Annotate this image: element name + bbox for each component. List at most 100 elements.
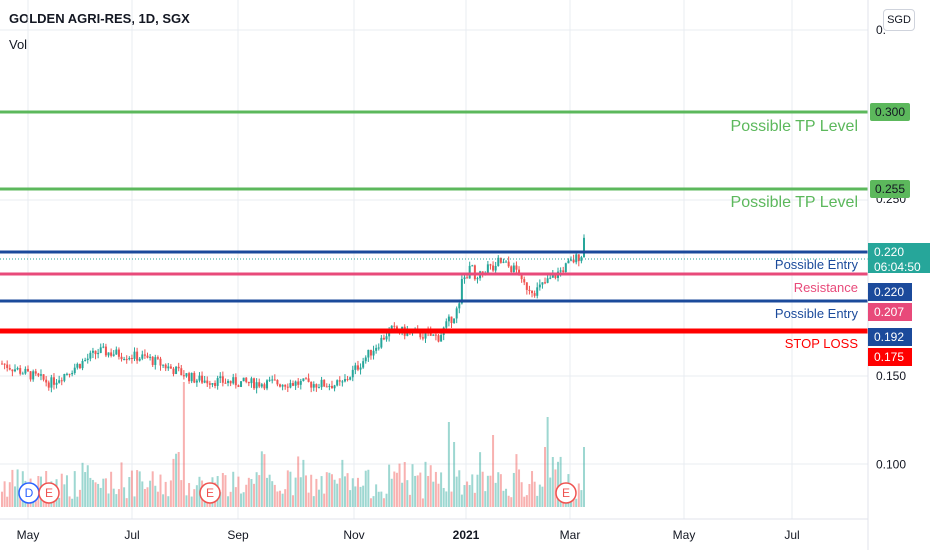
horizontal-levels: Possible TP Level Possible TP Level Possib…: [0, 110, 868, 351]
x-tick-label: Nov: [343, 528, 364, 542]
candle-body: [377, 347, 380, 349]
volume-bar: [336, 483, 339, 507]
candle-body: [343, 379, 346, 382]
candle-body: [24, 368, 27, 374]
volume-bar: [380, 491, 383, 507]
volume-bar: [250, 479, 253, 507]
candle-body: [86, 358, 89, 361]
volume-bar: [377, 491, 380, 507]
candle-body: [6, 364, 9, 368]
volume-bar: [281, 493, 284, 507]
volume-bar: [11, 469, 14, 507]
candle-body: [154, 357, 157, 365]
volume-bar: [76, 496, 79, 507]
chart-title: GOLDEN AGRI-RES, 1D, SGX: [9, 11, 190, 26]
volume-bar: [395, 472, 398, 507]
candle-body: [494, 265, 497, 271]
level-label-resistance: Resistance: [794, 280, 858, 295]
candle-body: [78, 363, 81, 369]
tag-text-tag-0192: 0.192: [874, 330, 904, 344]
candle-body: [385, 336, 388, 340]
candle-body: [97, 352, 100, 355]
volume-bar: [455, 476, 458, 507]
candle-body: [583, 237, 585, 258]
tag-bg-tp-upper: [870, 103, 910, 121]
volume-bar: [219, 492, 222, 507]
candle-body: [372, 350, 375, 356]
candle-body: [310, 381, 313, 388]
volume-bar: [473, 492, 476, 507]
volume-bar: [128, 477, 131, 507]
candle-body: [281, 384, 284, 387]
volume-bar: [460, 494, 463, 507]
volume-bar: [190, 496, 193, 507]
candle-body: [149, 356, 152, 358]
tag-text-tag-0175: 0.175: [874, 350, 904, 364]
event-marker-earnings-2[interactable]: [199, 482, 221, 504]
volume-bar: [102, 478, 105, 507]
candle-body: [536, 287, 539, 296]
volume-bar: [583, 447, 585, 507]
x-tick-label: 2021: [453, 528, 480, 542]
candle-body: [159, 358, 162, 366]
candle-body: [453, 318, 456, 324]
volume-bar: [434, 471, 437, 507]
volume-bar: [468, 485, 471, 507]
candle-body: [99, 347, 102, 353]
candle-body: [312, 384, 315, 388]
volume-bar: [273, 484, 276, 507]
candle-body: [245, 377, 248, 382]
volume-bar: [73, 471, 76, 507]
volume-bar: [450, 491, 453, 507]
volume-bar: [520, 482, 523, 507]
volume-bar: [406, 480, 409, 507]
volume-bar: [471, 474, 474, 507]
candle-body: [60, 380, 63, 382]
candle-body: [125, 359, 128, 361]
volume-bar: [154, 485, 157, 507]
candle-body: [169, 366, 172, 369]
volume-bar: [193, 489, 196, 507]
event-letter-earnings-2: E: [206, 486, 214, 500]
tag-bg-tag-0220: [868, 283, 912, 301]
volume-bar: [328, 472, 331, 507]
event-letter-earnings-3: E: [562, 486, 570, 500]
candle-body: [279, 384, 282, 387]
candle-body: [525, 282, 528, 290]
candle-body: [577, 254, 580, 262]
candle-body: [234, 377, 237, 386]
tag-bg-last-price: [868, 243, 930, 273]
candle-body: [338, 380, 341, 382]
candle-body: [510, 266, 513, 272]
volume-bar: [551, 457, 554, 507]
candle-body: [294, 381, 297, 386]
candle-body: [253, 378, 256, 389]
candle-body: [523, 279, 526, 283]
volume-bar: [232, 471, 235, 507]
candle-body: [447, 316, 450, 322]
volume-bar: [538, 484, 541, 507]
volume-bar: [427, 475, 430, 507]
candle-body: [107, 352, 110, 356]
currency-button[interactable]: SGD: [883, 9, 915, 31]
candle-body: [198, 375, 201, 381]
volume-bar: [369, 498, 372, 507]
level-label-tp-upper: Possible TP Level: [731, 118, 858, 135]
candle-body: [133, 351, 136, 359]
volume-bar: [531, 471, 534, 507]
candle-body: [94, 350, 97, 355]
volume-bar: [89, 477, 92, 507]
event-marker-earnings-3[interactable]: [555, 482, 577, 504]
volume-bar: [156, 491, 159, 507]
candle-body: [572, 259, 575, 263]
candle-body: [21, 373, 24, 375]
candle-body: [104, 346, 107, 356]
volume-bar: [398, 463, 401, 507]
candle-body: [497, 257, 500, 266]
candle-body: [460, 279, 463, 304]
candle-body: [55, 382, 58, 385]
volume-bar: [115, 494, 118, 507]
candle-body: [13, 369, 16, 372]
event-marker-earnings-1[interactable]: [38, 482, 60, 504]
